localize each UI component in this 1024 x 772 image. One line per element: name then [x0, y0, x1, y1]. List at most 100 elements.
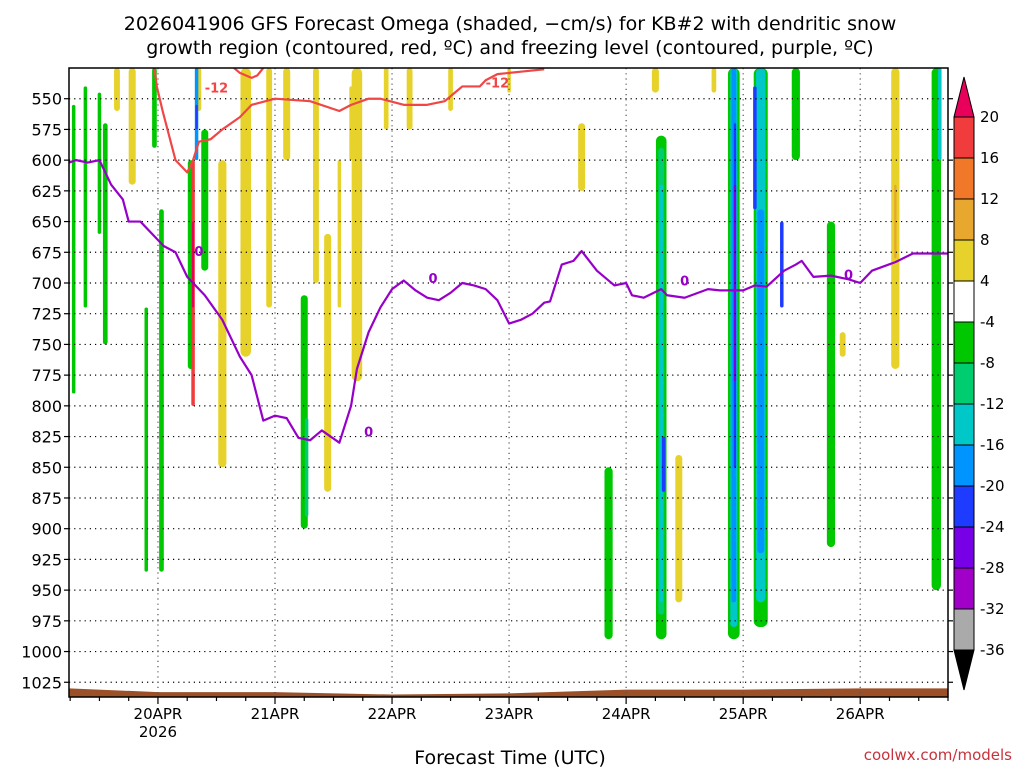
- omega-patch: [931, 68, 941, 591]
- y-tick-label: 750: [31, 335, 62, 354]
- contour-label: 0: [844, 268, 853, 283]
- y-tick-label: 825: [31, 428, 62, 447]
- y-tick-label: 950: [31, 581, 62, 600]
- colorbar-swatch: [953, 362, 975, 405]
- omega-patch: [324, 233, 332, 492]
- omega-core: [195, 104, 198, 130]
- omega-shading: [69, 68, 948, 697]
- omega-patch: [351, 68, 363, 382]
- chart-title-line1: 2026041906 GFS Forecast Omega (shaded, −…: [124, 13, 897, 35]
- x-tick-label: 22APR: [368, 705, 417, 723]
- omega-patch: [711, 68, 717, 93]
- omega-patch: [839, 332, 846, 357]
- omega-core: [661, 436, 666, 492]
- colorbar: 20 16 12 8 4 -4 -8 -12 -16 -20 -24 -28 -32 -36: [953, 76, 1005, 691]
- omega-core: [659, 184, 663, 603]
- y-tick-label: 625: [31, 182, 62, 201]
- colorbar-swatch: [953, 280, 975, 323]
- omega-patch: [159, 209, 164, 572]
- omega-patch: [102, 123, 108, 345]
- omega-patch: [283, 68, 291, 161]
- omega-patch: [448, 68, 453, 111]
- colorbar-label: -36: [980, 641, 1005, 659]
- colorbar-swatch: [953, 239, 975, 282]
- colorbar-swatch: [953, 444, 975, 487]
- omega-patch: [578, 123, 586, 191]
- omega-patch: [337, 160, 342, 308]
- y-tick-label: 700: [31, 274, 62, 293]
- axes: 550 575 600 625 650 675 700 725 750 775 800 825 850 8…: [21, 67, 953, 741]
- colorbar-swatch: [953, 157, 975, 200]
- x-tick-label: 26APR: [836, 705, 885, 723]
- omega-core: [304, 418, 309, 517]
- omega-core: [753, 86, 757, 210]
- colorbar-label: -4: [980, 313, 995, 331]
- colorbar-label: 8: [980, 231, 990, 249]
- colorbar-swatch: [953, 567, 975, 610]
- omega-patch: [201, 129, 209, 271]
- colorbar-swatch: [953, 526, 975, 569]
- colorbar-top-arrow: [953, 76, 975, 118]
- colorbar-label: -16: [980, 436, 1005, 454]
- y-tick-label: 875: [31, 489, 62, 508]
- y-tick-label: 1000: [21, 643, 62, 662]
- omega-patch: [266, 68, 273, 308]
- contour-label: 0: [194, 245, 203, 260]
- colorbar-label: -8: [980, 354, 995, 372]
- y-tick-label: 650: [31, 213, 62, 232]
- grid-lines: [69, 68, 948, 697]
- x-tick-label: 21APR: [251, 705, 300, 723]
- omega-patch: [406, 68, 413, 130]
- y-tick-label: 775: [31, 366, 62, 385]
- colorbar-swatch: [953, 321, 975, 364]
- omega-patch: [675, 454, 683, 603]
- contour-label: 0: [428, 272, 437, 287]
- contour-lines: [69, 68, 948, 444]
- omega-patch: [128, 68, 136, 185]
- colorbar-swatch: [953, 485, 975, 528]
- omega-patch: [651, 68, 659, 93]
- colorbar-label: 20: [980, 108, 999, 126]
- y-tick-label: 975: [31, 612, 62, 631]
- chart-title-line2: growth region (contoured, red, ºC) and f…: [146, 37, 873, 59]
- x-tick-label: 23APR: [485, 705, 534, 723]
- colorbar-swatch: [953, 403, 975, 446]
- colorbar-bottom-arrow: [953, 649, 975, 691]
- omega-core: [780, 221, 784, 308]
- colorbar-label: -20: [980, 477, 1005, 495]
- omega-core: [757, 209, 765, 554]
- dendritic-contour-line: [233, 68, 265, 79]
- omega-core: [894, 184, 897, 259]
- y-tick-label: 600: [31, 151, 62, 170]
- x-axis-label: Forecast Time (UTC): [414, 747, 605, 768]
- omega-patch: [791, 68, 800, 161]
- colorbar-swatch: [953, 198, 975, 241]
- omega-patch: [604, 467, 613, 640]
- omega-patch: [507, 68, 511, 93]
- y-tick-label: 725: [31, 305, 62, 324]
- credit-text: coolwx.com/models: [864, 746, 1012, 764]
- contour-label: -12: [486, 77, 510, 92]
- contour-label: 0: [680, 274, 689, 289]
- contour-label: -12: [205, 82, 229, 97]
- y-tick-label: 575: [31, 120, 62, 139]
- x-tick-label: 24APR: [602, 705, 651, 723]
- omega-patch: [83, 86, 88, 308]
- omega-patch: [826, 221, 836, 548]
- y-tick-label: 550: [31, 90, 62, 109]
- y-tick-label: 925: [31, 550, 62, 569]
- terrain-fill: [69, 688, 948, 697]
- omega-patch: [383, 68, 389, 130]
- omega-patch: [71, 104, 76, 394]
- x-tick-label: 25APR: [719, 705, 768, 723]
- y-tick-label: 850: [31, 458, 62, 477]
- y-tick-label: 900: [31, 520, 62, 539]
- freezing-level-line: [69, 159, 948, 444]
- colorbar-swatch: [953, 608, 975, 651]
- colorbar-label: -28: [980, 559, 1005, 577]
- y-tick-label: 1025: [21, 673, 62, 692]
- omega-patch: [144, 307, 149, 572]
- dendritic-contour-line: [153, 68, 545, 174]
- colorbar-label: -24: [980, 518, 1005, 536]
